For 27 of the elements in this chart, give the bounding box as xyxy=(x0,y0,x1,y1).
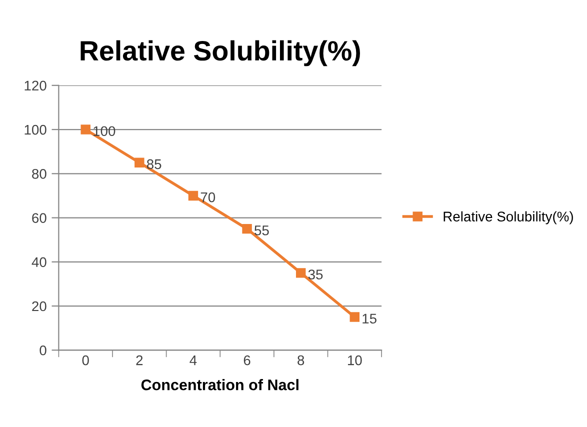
data-label: 35 xyxy=(308,270,323,280)
point xyxy=(80,124,90,134)
x-axis-title: Concentration of Nacl xyxy=(141,379,298,390)
x-tick-label: 8 xyxy=(298,355,304,366)
data-label: 55 xyxy=(254,226,269,236)
point xyxy=(188,190,198,201)
legend-label: Relative Solubility(%) xyxy=(444,211,573,224)
y-tick-label: 120 xyxy=(24,80,46,91)
point xyxy=(296,268,306,278)
x-tick-label: 2 xyxy=(136,355,143,366)
data-label: 85 xyxy=(146,159,162,170)
y-tick-label: 60 xyxy=(32,213,46,223)
data-label: 70 xyxy=(200,192,216,202)
point xyxy=(134,158,144,168)
point xyxy=(242,224,252,234)
y-tick-label: 20 xyxy=(32,301,46,312)
y-tick-label: 0 xyxy=(40,345,46,356)
x-tick-label: 6 xyxy=(244,355,250,366)
x-tick-label: 0 xyxy=(82,355,89,366)
y-tick-label: 80 xyxy=(32,168,46,179)
x-tick-label: 4 xyxy=(190,356,197,366)
data-label: 15 xyxy=(362,314,376,324)
y-tick-label: 40 xyxy=(32,257,46,268)
y-tick-label: 100 xyxy=(24,124,46,135)
point xyxy=(350,312,360,322)
x-tick-label: 10 xyxy=(348,355,362,366)
chart-title: Relative Solubility(%) xyxy=(80,40,360,66)
